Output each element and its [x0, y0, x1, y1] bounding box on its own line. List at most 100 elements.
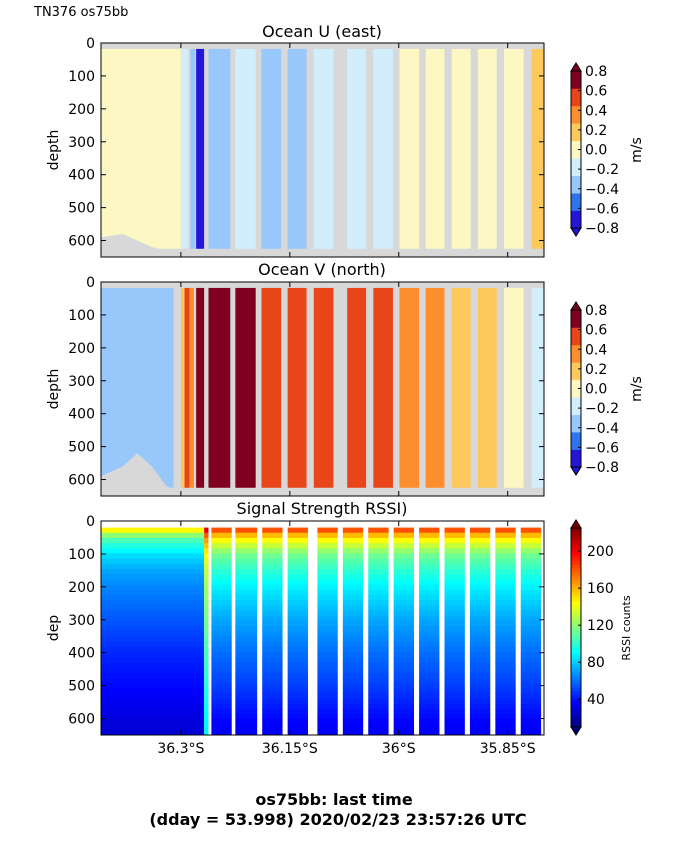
colorbar-level [571, 624, 581, 628]
colorbar-level [571, 528, 581, 532]
colorbar-tick-label: 120 [587, 618, 614, 634]
rssi-cell [520, 683, 542, 689]
colorbar-level [571, 175, 581, 194]
rssi-cell [444, 667, 465, 674]
rssi-cell [101, 646, 205, 653]
rssi-cell [419, 662, 440, 669]
y-axis-label-u: depth [46, 130, 62, 171]
plot-area-v: 0 100 200 300 400 500 600 [68, 275, 545, 497]
rssi-cell [419, 569, 440, 575]
rssi-cell [342, 600, 364, 606]
velocity-column [504, 48, 524, 249]
rssi-cell [204, 553, 209, 560]
rssi-cell [211, 579, 232, 586]
velocity-column [477, 287, 497, 488]
rssi-cell [235, 698, 258, 705]
rssi-cell [444, 548, 465, 555]
colorbar-level [571, 310, 581, 328]
rssi-cell [287, 683, 308, 689]
rssi-cell [469, 662, 491, 669]
rssi-cell [342, 698, 364, 705]
colorbar-level [571, 597, 581, 602]
colorbar-level [571, 680, 581, 685]
rssi-cell [495, 719, 516, 726]
rssi-cell [368, 698, 389, 705]
colorbar-level [571, 610, 581, 615]
rssi-cell [520, 693, 542, 700]
rssi-cell [235, 532, 258, 539]
rssi-cell [444, 553, 465, 560]
colorbar-tick-label: 0.6 [585, 323, 607, 339]
y-tick-label: 400 [68, 407, 95, 423]
rssi-cell [235, 672, 258, 679]
rssi-cell [235, 719, 258, 726]
rssi-cell [342, 688, 364, 695]
rssi-cell [419, 594, 440, 601]
velocity-column [261, 48, 282, 249]
velocity-column [531, 287, 544, 488]
rssi-cell [101, 600, 205, 606]
rssi-cell [262, 667, 283, 674]
velocity-column [451, 287, 471, 488]
rssi-cell [262, 615, 283, 622]
rssi-cell [317, 605, 338, 612]
panel-signal-strength: Signal Strength RSSI) 0 100 200 300 400 500 60… [46, 499, 633, 757]
colorbar-level [571, 158, 581, 176]
rssi-cell [204, 615, 209, 622]
rssi-cell [368, 693, 389, 700]
rssi-cell [211, 719, 232, 726]
rssi-cell [469, 703, 491, 710]
colorbar-level [571, 594, 581, 599]
y-tick-label: 0 [86, 514, 95, 530]
rssi-cell [342, 537, 364, 544]
colorbar-level [571, 414, 581, 433]
rssi-cell [393, 652, 415, 658]
rssi-cell [469, 543, 491, 549]
rssi-cell [101, 610, 205, 617]
rssi-cell [393, 724, 415, 731]
rssi-cell [101, 532, 205, 539]
rssi-cell [287, 662, 308, 669]
rssi-cell [287, 698, 308, 705]
colorbar-level [571, 667, 581, 672]
rssi-cell [101, 589, 205, 596]
rssi-cell [235, 569, 258, 575]
rssi-cell [342, 610, 364, 617]
colorbar-level [571, 683, 581, 688]
rssi-cell [235, 537, 258, 544]
colorbar-level [571, 607, 581, 612]
rssi-cell [287, 631, 308, 637]
rssi-cell [520, 548, 542, 555]
rssi-cell [101, 709, 205, 715]
rssi-cell [262, 548, 283, 555]
rssi-cell [287, 563, 308, 570]
rssi-cell [101, 641, 205, 648]
colorbar-tick-label: 0.8 [585, 303, 607, 319]
rssi-cell [368, 657, 389, 663]
rssi-cell [520, 605, 542, 612]
rssi-cell [419, 703, 440, 710]
rssi-cell [444, 594, 465, 601]
rssi-cell [393, 672, 415, 679]
velocity-column [235, 287, 256, 488]
colorbar-tick-label: 0.4 [585, 103, 607, 119]
colorbar-tick-label: 0.2 [585, 123, 607, 139]
rssi-cell [287, 615, 308, 622]
rssi-cell [211, 563, 232, 570]
rssi-cell [368, 610, 389, 617]
rssi-cell [419, 646, 440, 653]
rssi-cell [393, 641, 415, 648]
rssi-cell [204, 719, 209, 726]
rssi-cell [211, 667, 232, 674]
rssi-cell [469, 714, 491, 720]
rssi-cell [317, 594, 338, 601]
rssi-cell [342, 714, 364, 720]
rssi-cell [520, 677, 542, 684]
rssi-cell [520, 558, 542, 565]
rssi-cell [393, 662, 415, 669]
seafloor-mask [101, 453, 181, 496]
rssi-cell [262, 646, 283, 653]
rssi-cell [101, 719, 205, 726]
rssi-cell [235, 615, 258, 622]
colorbar-level [571, 720, 581, 725]
